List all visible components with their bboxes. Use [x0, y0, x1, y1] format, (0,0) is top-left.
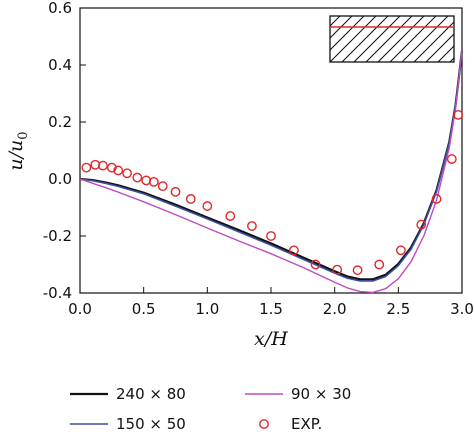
exp-marker [113, 165, 124, 176]
y-tick-label: 0.2 [48, 113, 72, 131]
exp-marker [106, 162, 117, 173]
legend: 240 × 80 150 × 50 90 × 30 EXP. [70, 385, 351, 433]
y-axis-label-main: u/u [5, 140, 27, 171]
exp-marker [141, 175, 152, 186]
exp-marker [352, 265, 363, 276]
legend-label: EXP. [291, 415, 322, 433]
inset-hatch-line [270, 16, 316, 62]
series-line-2 [79, 50, 463, 294]
exp-marker [416, 219, 427, 230]
exp-marker [81, 162, 92, 173]
inset-schematic [270, 15, 474, 63]
inset-hatch-line [389, 16, 437, 62]
exp-marker [98, 160, 108, 171]
x-tick-label: 3.0 [450, 300, 474, 318]
exp-marker [431, 194, 442, 204]
legend-label: 150 × 50 [116, 415, 186, 433]
exp-marker [332, 264, 343, 275]
inset-hatch-line [462, 16, 474, 62]
exp-marker [395, 245, 406, 256]
legend-label: 90 × 30 [291, 385, 351, 403]
x-tick-label: 1.5 [259, 300, 283, 318]
x-axis-label: x/H [254, 328, 288, 350]
exp-marker [132, 172, 143, 183]
y-tick-label: -0.4 [43, 284, 72, 302]
y-tick-label: 0.6 [48, 0, 72, 17]
inset-hatch-line [330, 16, 341, 27]
y-axis-label: u/u0 [5, 131, 31, 170]
exp-marker [157, 181, 168, 192]
exp-marker [148, 176, 159, 187]
y-tick-label: 0.0 [48, 170, 72, 188]
inset-hatch-line [330, 16, 353, 39]
y-tick-label: 0.4 [48, 56, 72, 74]
y-tick-label: -0.2 [43, 227, 72, 245]
exp-marker [246, 221, 257, 231]
inset-hatch-line [425, 33, 454, 62]
inset-hatch-line [282, 16, 328, 62]
x-tick-label: 1.0 [195, 300, 219, 318]
x-tick-label: 0.0 [68, 300, 92, 318]
inset-hatch-line [413, 21, 454, 62]
exp-marker [446, 154, 457, 164]
exp-marker [202, 201, 213, 211]
y-axis-label-subscript: 0 [16, 131, 31, 139]
exp-marker [453, 109, 464, 120]
inset-hatch-line [330, 16, 365, 51]
legend-label: 240 × 80 [116, 385, 186, 403]
inset-hatch-line [330, 16, 377, 62]
exp-marker [170, 186, 181, 197]
inset-hatch-line [365, 16, 413, 62]
exp-marker [374, 259, 385, 270]
exp-marker [266, 231, 276, 241]
series-line-1 [79, 50, 463, 282]
x-tick-label: 2.5 [386, 300, 410, 318]
x-tick-label: 0.5 [132, 300, 156, 318]
exp-marker [289, 245, 299, 256]
x-tick-label: 2.0 [323, 300, 347, 318]
inset-hatch-line [353, 16, 401, 62]
legend-marker [259, 419, 269, 429]
exp-marker [185, 194, 196, 204]
exp-marker [122, 168, 133, 179]
inset-hatch-line [401, 16, 449, 62]
exp-marker [225, 211, 236, 221]
exp-marker [310, 259, 321, 270]
inset-hatch-line [437, 45, 454, 62]
inset-hatch-line [377, 16, 425, 62]
inset-hatch-line [341, 16, 389, 62]
